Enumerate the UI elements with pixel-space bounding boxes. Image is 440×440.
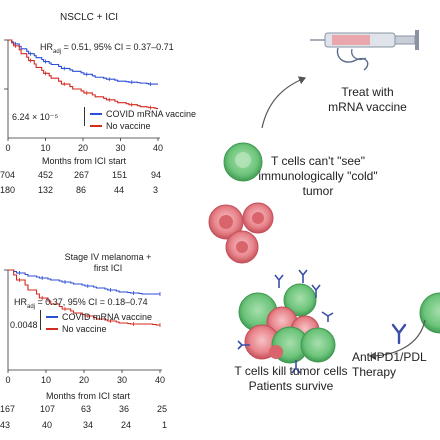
partial-t-cell-icon — [419, 292, 440, 334]
km-curve-no-vaccine — [8, 269, 160, 326]
cold-tumor-label: T cells can't "see" immunologically "col… — [248, 154, 388, 199]
risk-cell: 43 — [0, 420, 11, 430]
kill-label: T cells kill tumor cells Patients surviv… — [221, 364, 361, 394]
bottom-km-chart: 0 10 20 30 40 — [4, 269, 165, 385]
legend-item: COVID mRNA vaccine — [90, 108, 196, 120]
x-tick-label: 10 — [41, 375, 51, 385]
risk-cell: 94 — [151, 170, 162, 180]
risk-cell: 1 — [162, 420, 168, 430]
top-hr-label: HRadj = 0.51, 95% CI = 0.37–0.71 — [40, 42, 174, 55]
x-tick-label: 0 — [5, 375, 10, 385]
legend-label: COVID mRNA vaccine — [62, 312, 153, 322]
bottom-legend: COVID mRNA vaccine No vaccine — [46, 311, 152, 335]
risk-cell: 452 — [38, 170, 54, 180]
legend-label: No vaccine — [106, 121, 151, 131]
x-tick-label: 30 — [117, 375, 127, 385]
top-plot-title: NSCLC + ICI — [60, 12, 119, 23]
therapy-label: Anti-PD1/PDL Therapy — [352, 350, 440, 380]
risk-cell: 44 — [114, 185, 125, 195]
legend-label: COVID mRNA vaccine — [106, 109, 197, 119]
bottom-pvalue: 0.0048 — [10, 320, 38, 330]
x-tick-label: 20 — [78, 143, 88, 153]
top-xlabel: Months from ICI start — [42, 156, 127, 166]
top-risk-table: 704 452 267 151 94 180 132 86 44 3 — [0, 170, 180, 200]
t-cell-icon — [223, 142, 263, 182]
risk-cell: 34 — [83, 420, 94, 430]
x-tick-label: 40 — [155, 375, 165, 385]
x-tick-label: 40 — [153, 143, 163, 153]
risk-cell: 36 — [119, 404, 130, 414]
x-tick-label: 0 — [5, 143, 10, 153]
killing-scene-icon — [237, 269, 336, 374]
risk-cell: 86 — [76, 185, 87, 195]
syringe-icon — [310, 30, 419, 71]
kill-label-text: T cells kill tumor cells Patients surviv… — [234, 364, 348, 393]
top-pvalue: 6.24 × 10⁻⁵ — [12, 112, 59, 122]
risk-cell: 132 — [38, 185, 54, 195]
risk-cell: 180 — [0, 185, 16, 195]
top-pvalue-bracket — [84, 107, 85, 126]
km-curve-no-vaccine — [8, 39, 158, 110]
x-tick-label: 20 — [79, 375, 89, 385]
bottom-hr-label: HRadj = 0.37, 95% CI = 0.18–0.74 — [14, 297, 148, 310]
risk-cell: 24 — [121, 420, 132, 430]
top-km-chart: 0 10 20 30 40 — [4, 39, 163, 153]
km-curve-vaccine — [8, 269, 160, 295]
legend-item: No vaccine — [90, 120, 196, 132]
legend-swatch-vaccine — [90, 113, 102, 115]
risk-cell: 63 — [81, 404, 92, 414]
legend-swatch-no-vaccine — [46, 328, 58, 330]
arrow-to-vaccine — [261, 76, 307, 129]
treat-label-text: Treat with mRNA vaccine — [328, 85, 407, 114]
legend-label: No vaccine — [62, 324, 107, 334]
therapy-label-text: Anti-PD1/PDL Therapy — [352, 350, 427, 379]
legend-item: COVID mRNA vaccine — [46, 311, 152, 323]
legend-swatch-vaccine — [46, 316, 58, 318]
tumor-cluster-icon — [208, 202, 274, 264]
risk-cell: 40 — [42, 420, 53, 430]
treat-label: Treat with mRNA vaccine — [310, 85, 425, 115]
legend-item: No vaccine — [46, 323, 152, 335]
cold-tumor-label-text: T cells can't "see" immunologically "col… — [258, 154, 378, 198]
top-legend: COVID mRNA vaccine No vaccine — [90, 108, 196, 132]
bottom-xlabel: Months from ICI start — [46, 391, 131, 401]
risk-cell: 167 — [0, 404, 16, 414]
bottom-title-line1: Stage IV melanoma + — [64, 252, 152, 262]
legend-swatch-no-vaccine — [90, 125, 102, 127]
x-tick-label: 10 — [40, 143, 50, 153]
risk-cell: 25 — [157, 404, 168, 414]
risk-cell: 3 — [153, 185, 159, 195]
risk-cell: 267 — [74, 170, 90, 180]
antibody-icon — [391, 323, 407, 345]
bottom-pvalue-bracket — [40, 310, 41, 330]
arrow-to-killing — [368, 319, 426, 361]
bottom-title-line2: first ICI — [93, 263, 123, 273]
risk-cell: 107 — [40, 404, 56, 414]
mechanism-diagram — [208, 30, 440, 374]
x-tick-label: 30 — [115, 143, 125, 153]
bottom-plot-title: Stage IV melanoma + first ICI — [58, 252, 158, 274]
risk-cell: 151 — [112, 170, 128, 180]
risk-cell: 704 — [0, 170, 16, 180]
bottom-risk-table: 167 107 63 36 25 43 40 34 24 1 — [0, 404, 180, 434]
